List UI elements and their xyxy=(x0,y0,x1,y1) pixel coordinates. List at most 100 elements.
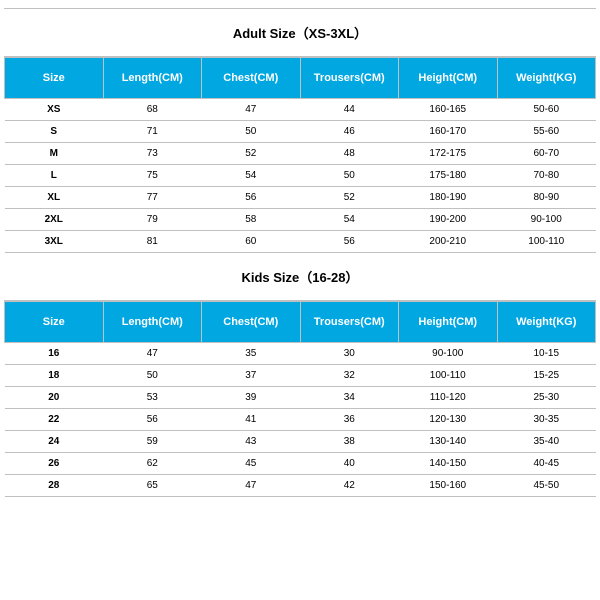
table-cell: 54 xyxy=(202,165,301,187)
table-cell: S xyxy=(5,121,104,143)
table-cell: 75 xyxy=(103,165,202,187)
table-cell: 56 xyxy=(300,231,399,253)
col-chest: Chest(CM) xyxy=(202,302,301,343)
table-cell: 58 xyxy=(202,209,301,231)
table-row: 24594338130-14035-40 xyxy=(5,431,596,453)
table-cell: 41 xyxy=(202,409,301,431)
table-cell: 44 xyxy=(300,99,399,121)
table-cell: 15-25 xyxy=(497,365,596,387)
table-cell: 70-80 xyxy=(497,165,596,187)
table-cell: 37 xyxy=(202,365,301,387)
table-cell: 56 xyxy=(103,409,202,431)
table-cell: 48 xyxy=(300,143,399,165)
table-cell: 32 xyxy=(300,365,399,387)
adult-size-title: Adult Size（XS-3XL） xyxy=(4,8,596,57)
col-weight: Weight(KG) xyxy=(497,302,596,343)
table-cell: 80-90 xyxy=(497,187,596,209)
table-cell: 20 xyxy=(5,387,104,409)
table-cell: 50 xyxy=(103,365,202,387)
table-cell: 200-210 xyxy=(399,231,498,253)
col-size: Size xyxy=(5,302,104,343)
table-cell: 40 xyxy=(300,453,399,475)
table-row: M735248172-17560-70 xyxy=(5,143,596,165)
table-row: 22564136120-13030-35 xyxy=(5,409,596,431)
table-cell: 160-170 xyxy=(399,121,498,143)
table-cell: XS xyxy=(5,99,104,121)
table-cell: 50 xyxy=(300,165,399,187)
table-cell: 52 xyxy=(300,187,399,209)
table-cell: 10-15 xyxy=(497,343,596,365)
col-size: Size xyxy=(5,58,104,99)
table-cell: 45 xyxy=(202,453,301,475)
table-cell: 90-100 xyxy=(399,343,498,365)
col-length: Length(CM) xyxy=(103,302,202,343)
table-cell: 100-110 xyxy=(497,231,596,253)
table-cell: 45-50 xyxy=(497,475,596,497)
col-weight: Weight(KG) xyxy=(497,58,596,99)
table-cell: 140-150 xyxy=(399,453,498,475)
table-cell: 150-160 xyxy=(399,475,498,497)
table-cell: 2XL xyxy=(5,209,104,231)
table-cell: 79 xyxy=(103,209,202,231)
table-row: 1647353090-10010-15 xyxy=(5,343,596,365)
table-cell: 60 xyxy=(202,231,301,253)
table-cell: 54 xyxy=(300,209,399,231)
adult-size-table: Size Length(CM) Chest(CM) Trousers(CM) H… xyxy=(4,57,596,253)
table-cell: L xyxy=(5,165,104,187)
col-trousers: Trousers(CM) xyxy=(300,58,399,99)
adult-header-row: Size Length(CM) Chest(CM) Trousers(CM) H… xyxy=(5,58,596,99)
table-row: 3XL816056200-210100-110 xyxy=(5,231,596,253)
adult-table-body: XS684744160-16550-60S715046160-17055-60M… xyxy=(5,99,596,253)
table-cell: 65 xyxy=(103,475,202,497)
table-cell: 47 xyxy=(202,99,301,121)
table-cell: 68 xyxy=(103,99,202,121)
kids-size-table: Size Length(CM) Chest(CM) Trousers(CM) H… xyxy=(4,301,596,497)
col-length: Length(CM) xyxy=(103,58,202,99)
table-cell: M xyxy=(5,143,104,165)
table-row: 26624540140-15040-45 xyxy=(5,453,596,475)
table-cell: 77 xyxy=(103,187,202,209)
table-cell: 175-180 xyxy=(399,165,498,187)
table-cell: 81 xyxy=(103,231,202,253)
table-cell: 3XL xyxy=(5,231,104,253)
table-cell: 100-110 xyxy=(399,365,498,387)
table-cell: 28 xyxy=(5,475,104,497)
table-cell: 16 xyxy=(5,343,104,365)
table-cell: 46 xyxy=(300,121,399,143)
table-row: S715046160-17055-60 xyxy=(5,121,596,143)
table-cell: 90-100 xyxy=(497,209,596,231)
table-cell: 110-120 xyxy=(399,387,498,409)
col-trousers: Trousers(CM) xyxy=(300,302,399,343)
table-cell: 59 xyxy=(103,431,202,453)
table-cell: 24 xyxy=(5,431,104,453)
table-cell: 34 xyxy=(300,387,399,409)
table-cell: 30 xyxy=(300,343,399,365)
table-row: 18503732100-11015-25 xyxy=(5,365,596,387)
table-cell: 50 xyxy=(202,121,301,143)
table-cell: 26 xyxy=(5,453,104,475)
table-cell: 35 xyxy=(202,343,301,365)
table-row: XL775652180-19080-90 xyxy=(5,187,596,209)
table-cell: 47 xyxy=(103,343,202,365)
table-cell: 52 xyxy=(202,143,301,165)
table-cell: 190-200 xyxy=(399,209,498,231)
table-cell: 56 xyxy=(202,187,301,209)
table-cell: 120-130 xyxy=(399,409,498,431)
table-cell: 18 xyxy=(5,365,104,387)
table-cell: 43 xyxy=(202,431,301,453)
table-cell: 130-140 xyxy=(399,431,498,453)
kids-size-title: Kids Size（16-28） xyxy=(4,253,596,301)
table-cell: 25-30 xyxy=(497,387,596,409)
table-cell: 30-35 xyxy=(497,409,596,431)
table-cell: 40-45 xyxy=(497,453,596,475)
table-cell: 39 xyxy=(202,387,301,409)
table-cell: 160-165 xyxy=(399,99,498,121)
kids-header-row: Size Length(CM) Chest(CM) Trousers(CM) H… xyxy=(5,302,596,343)
table-cell: 71 xyxy=(103,121,202,143)
table-row: XS684744160-16550-60 xyxy=(5,99,596,121)
table-cell: 62 xyxy=(103,453,202,475)
table-row: L755450175-18070-80 xyxy=(5,165,596,187)
table-cell: 55-60 xyxy=(497,121,596,143)
table-row: 2XL795854190-20090-100 xyxy=(5,209,596,231)
table-cell: 38 xyxy=(300,431,399,453)
